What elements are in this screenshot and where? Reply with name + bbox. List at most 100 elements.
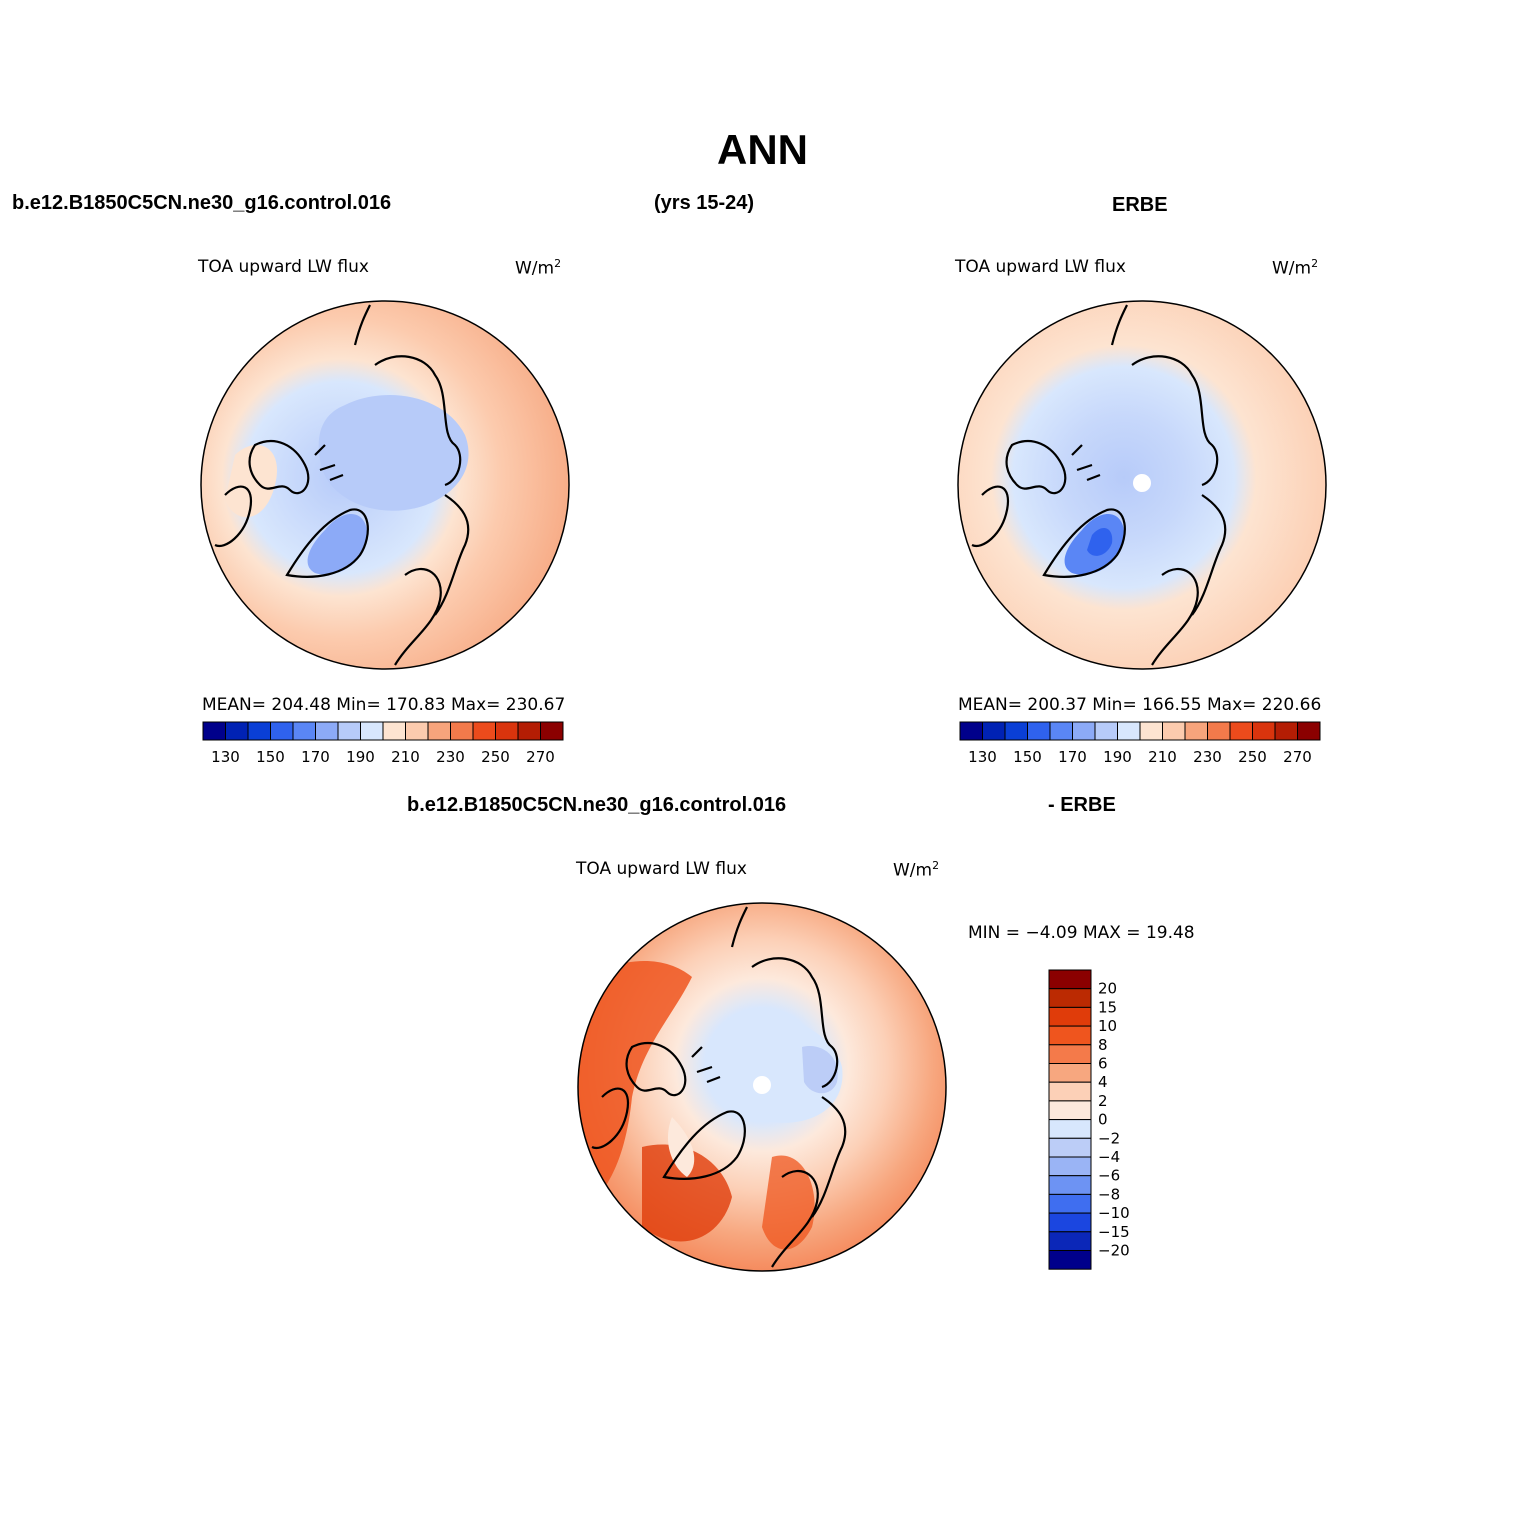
diff-case-name: b.e12.B1850C5CN.ne30_g16.control.016 xyxy=(407,794,787,816)
obs-colorbar-swatch xyxy=(1229,721,1253,741)
model-colorbar-swatch xyxy=(225,721,249,741)
model-colorbar-swatch xyxy=(427,721,451,741)
obs-colorbar-swatch xyxy=(1004,721,1028,741)
diff-colorbar-tick-label: 15 xyxy=(1098,998,1117,1016)
obs-colorbar-swatch xyxy=(1162,721,1186,741)
model-colorbar-swatch xyxy=(247,721,271,741)
case-name: b.e12.B1850C5CN.ne30_g16.control.016 xyxy=(12,192,392,214)
diff-colorbar-swatch xyxy=(1048,1063,1092,1083)
obs-colorbar-swatch xyxy=(1049,721,1073,741)
model-polar-map xyxy=(200,300,570,670)
obs-colorbar-swatch xyxy=(982,721,1006,741)
obs-colorbar-swatch xyxy=(1094,721,1118,741)
diff-colorbar-swatch xyxy=(1048,1250,1092,1270)
diff-colorbar-tick-label: 20 xyxy=(1098,980,1117,998)
diff-colorbar-tick-label: 10 xyxy=(1098,1017,1117,1035)
diff-colorbar-tick-label: −8 xyxy=(1098,1185,1120,1203)
diff-obs-name: - ERBE xyxy=(1048,794,1116,816)
diff-colorbar-tick-label: −10 xyxy=(1098,1204,1130,1222)
obs-colorbar-swatch xyxy=(1117,721,1141,741)
diff-colorbar-tick-label: −15 xyxy=(1098,1223,1130,1241)
model-colorbar-swatch xyxy=(382,721,406,741)
diff-map-border xyxy=(577,902,947,1272)
model-colorbar-swatch xyxy=(540,721,564,741)
obs-name: ERBE xyxy=(1112,194,1168,216)
obs-colorbar-swatch xyxy=(1297,721,1321,741)
diff-colorbar-swatch xyxy=(1048,1175,1092,1195)
model-colorbar: 130 150 170 190 210 230 250 270 xyxy=(202,721,564,766)
obs-colorbar-swatch xyxy=(959,721,983,741)
diff-colorbar-tick-label: −6 xyxy=(1098,1167,1120,1185)
obs-colorbar-swatch xyxy=(1252,721,1276,741)
model-colorbar-swatch xyxy=(405,721,429,741)
model-colorbar-tick-label: 170 xyxy=(301,748,330,766)
diff-colorbar-swatch xyxy=(1048,988,1092,1008)
model-colorbar-swatch xyxy=(315,721,339,741)
diff-colorbar-swatch xyxy=(1048,1025,1092,1046)
diff-units: W/m2 xyxy=(893,859,940,881)
obs-colorbar-swatch xyxy=(1207,721,1231,741)
model-colorbar-swatch xyxy=(472,721,496,741)
model-colorbar-tick-label: 150 xyxy=(256,748,285,766)
diff-colorbar-swatch xyxy=(1048,1156,1092,1177)
diff-colorbar-swatch xyxy=(1048,1212,1092,1233)
model-colorbar-swatch xyxy=(202,721,226,741)
obs-colorbar-tick-label: 250 xyxy=(1238,748,1267,766)
obs-colorbar-tick-label: 170 xyxy=(1058,748,1087,766)
diff-variable-label: TOA upward LW flux xyxy=(576,859,747,879)
diff-colorbar-swatch xyxy=(1048,969,1092,990)
diff-colorbar-swatch xyxy=(1048,1137,1092,1158)
obs-colorbar-tick-label: 230 xyxy=(1193,748,1222,766)
model-colorbar-tick-label: 190 xyxy=(346,748,375,766)
obs-colorbar-swatch xyxy=(1072,721,1096,741)
model-map-border xyxy=(200,300,570,670)
obs-colorbar: 130 150 170 190 210 230 250 270 xyxy=(959,721,1321,766)
obs-colorbar-swatch xyxy=(1027,721,1051,741)
diff-colorbar-swatch xyxy=(1048,1231,1092,1251)
obs-colorbar-tick-label: 270 xyxy=(1283,748,1312,766)
obs-units: W/m2 xyxy=(1272,257,1319,279)
obs-colorbar-tick-label: 190 xyxy=(1103,748,1132,766)
diff-colorbar-tick-label: −4 xyxy=(1098,1148,1120,1166)
diff-colorbar-tick-label: 6 xyxy=(1098,1055,1108,1073)
model-colorbar-swatch xyxy=(337,721,361,741)
diff-colorbar-tick-label: 4 xyxy=(1098,1073,1108,1091)
diff-colorbar-tick-label: −20 xyxy=(1098,1242,1130,1260)
model-units: W/m2 xyxy=(515,257,562,279)
diff-colorbar-tick-label: 8 xyxy=(1098,1036,1108,1054)
model-colorbar-tick-label: 250 xyxy=(481,748,510,766)
obs-colorbar-swatch xyxy=(1184,721,1208,741)
diff-polar-map xyxy=(577,902,947,1272)
obs-colorbar-swatch xyxy=(1274,721,1298,741)
model-colorbar-tick-label: 230 xyxy=(436,748,465,766)
diff-colorbar-swatch xyxy=(1048,1100,1092,1121)
obs-colorbar-tick-label: 150 xyxy=(1013,748,1042,766)
model-colorbar-tick-label: 210 xyxy=(391,748,420,766)
model-stats: MEAN= 204.48 Min= 170.83 Max= 230.67 xyxy=(202,695,566,715)
model-colorbar-tick-label: 130 xyxy=(211,748,240,766)
diff-colorbar-tick-label: 0 xyxy=(1098,1111,1108,1129)
obs-variable-label: TOA upward LW flux xyxy=(955,257,1126,277)
diff-colorbar-swatch xyxy=(1048,1119,1092,1139)
model-colorbar-swatch xyxy=(360,721,384,741)
years-label: (yrs 15-24) xyxy=(654,192,755,214)
model-colorbar-swatch xyxy=(270,721,294,741)
model-colorbar-tick-label: 270 xyxy=(526,748,555,766)
model-colorbar-swatch xyxy=(517,721,541,741)
diff-colorbar-swatch xyxy=(1048,1044,1092,1065)
diff-colorbar-swatch xyxy=(1048,1006,1092,1027)
obs-stats: MEAN= 200.37 Min= 166.55 Max= 220.66 xyxy=(958,695,1322,715)
model-colorbar-swatch xyxy=(495,721,519,741)
obs-polar-map xyxy=(957,300,1327,670)
diff-colorbar-swatch xyxy=(1048,1193,1092,1214)
obs-colorbar-tick-label: 130 xyxy=(968,748,997,766)
model-colorbar-swatch xyxy=(292,721,316,741)
obs-map-border xyxy=(957,300,1327,670)
diff-colorbar-tick-label: −2 xyxy=(1098,1129,1120,1147)
diff-colorbar-tick-label: 2 xyxy=(1098,1092,1108,1110)
figure-title: ANN xyxy=(717,126,808,173)
diff-stats: MIN = −4.09 MAX = 19.48 xyxy=(968,923,1195,943)
model-variable-label: TOA upward LW flux xyxy=(198,257,369,277)
diff-colorbar-swatch xyxy=(1048,1081,1092,1102)
